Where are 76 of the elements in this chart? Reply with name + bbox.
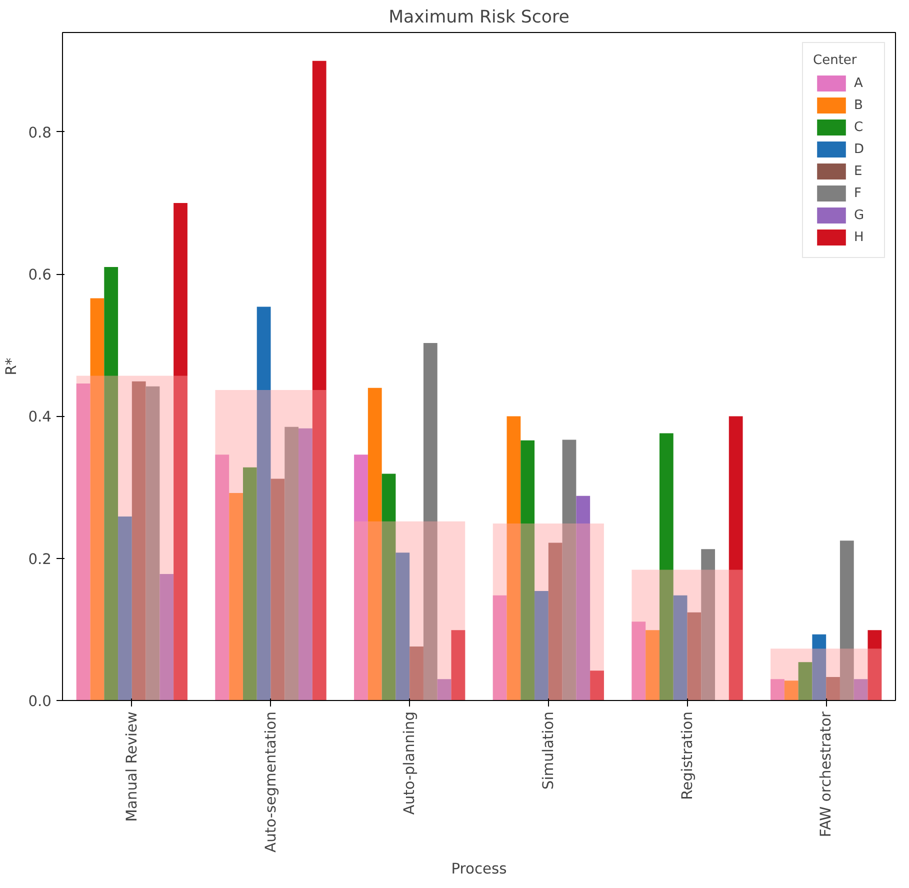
legend-label: F [854, 186, 862, 200]
bar [506, 416, 521, 700]
legend-label: E [854, 164, 864, 178]
bar [368, 388, 382, 700]
bar [160, 574, 174, 700]
bar [174, 203, 188, 700]
bar [868, 630, 882, 700]
bar [520, 440, 535, 700]
bar [90, 298, 104, 700]
bar [396, 552, 410, 700]
x-tick-label: Auto-planning [401, 711, 418, 815]
legend-label: G [854, 208, 866, 222]
bar [410, 646, 424, 700]
bar [215, 390, 326, 700]
bar [76, 384, 90, 700]
bar [118, 516, 132, 700]
bar [840, 540, 854, 700]
bar [798, 662, 812, 700]
bar [590, 670, 604, 700]
legend-label: C [854, 120, 864, 134]
bar [492, 595, 507, 700]
bar [76, 376, 188, 700]
bar [562, 440, 576, 700]
y-tick-label: 0.6 [28, 266, 52, 284]
bar [104, 267, 118, 700]
bar [646, 630, 660, 700]
bar [659, 433, 674, 700]
bar [548, 542, 562, 700]
x-tick-label: FAW orchestrator [818, 710, 835, 838]
y-tick-label: 0.0 [28, 693, 52, 710]
bar [770, 648, 882, 700]
bar [673, 595, 688, 700]
bar [492, 524, 604, 700]
legend-title: Center [813, 53, 858, 68]
legend-label: H [854, 230, 865, 244]
chart-title: Maximum Risk Score [388, 8, 570, 28]
bar [687, 612, 702, 700]
bar [701, 549, 716, 700]
x-tick-label: Registration [678, 711, 696, 800]
y-tick-label: 0.8 [28, 124, 52, 142]
bar [826, 677, 840, 700]
bar [382, 474, 396, 700]
bar [312, 60, 326, 700]
bar [770, 679, 784, 700]
legend-label: A [854, 76, 864, 90]
bar [854, 679, 868, 700]
x-tick-label: Simulation [540, 711, 557, 790]
bar [812, 634, 826, 700]
y-tick-label: 0.4 [28, 408, 52, 426]
x-tick-label: Auto-segmentation [262, 711, 280, 852]
bar [576, 496, 590, 700]
bar [423, 343, 438, 700]
bar [451, 630, 466, 700]
bar [256, 306, 271, 700]
bar [632, 622, 646, 700]
bar [284, 426, 299, 700]
bar [215, 454, 230, 700]
legend-label: B [854, 98, 864, 112]
bar [784, 680, 798, 700]
bar [632, 570, 743, 700]
x-tick-label: Manual Review [123, 711, 140, 822]
bar [728, 416, 743, 700]
bar [270, 478, 285, 700]
bar [146, 386, 160, 700]
bar [132, 381, 146, 700]
bar [534, 591, 548, 700]
y-axis-title: R* [3, 358, 20, 376]
bar [298, 428, 312, 700]
bar [242, 467, 257, 700]
bar [354, 521, 466, 700]
bar [229, 492, 243, 700]
y-tick-label: 0.2 [28, 550, 52, 568]
x-axis-title: Process [451, 860, 507, 878]
bar [354, 454, 368, 700]
bar [437, 679, 452, 700]
legend-label: D [854, 142, 866, 156]
